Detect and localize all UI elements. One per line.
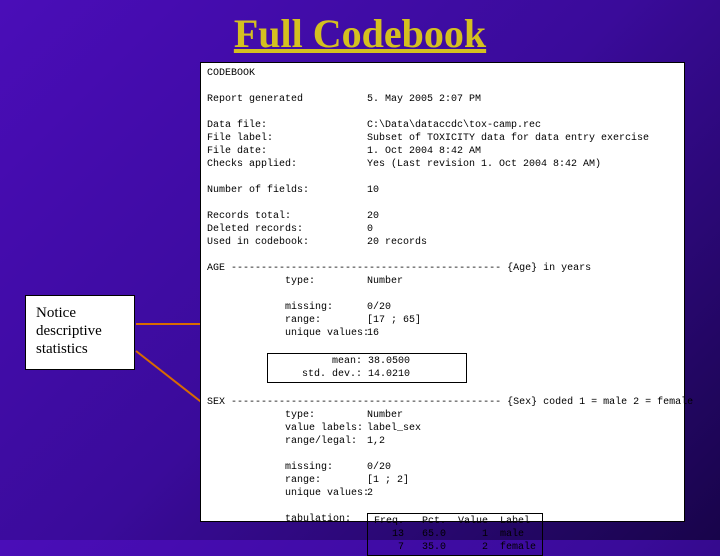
label: range/legal: <box>207 435 367 448</box>
sex-missing: missing:0/20 <box>207 461 678 474</box>
value: 20 records <box>367 236 427 249</box>
age-range: range:[17 ; 65] <box>207 314 678 327</box>
label: missing: <box>207 461 367 474</box>
label: value labels: <box>207 422 367 435</box>
label: File label: <box>207 132 367 145</box>
value: 5. May 2005 2:07 PM <box>367 93 481 106</box>
sex-unique: unique values:2 <box>207 487 678 500</box>
row-report-generated: Report generated 5. May 2005 2:07 PM <box>207 93 678 106</box>
age-mean: mean:38.0500 <box>272 355 462 368</box>
row-deleted-records: Deleted records:0 <box>207 223 678 236</box>
label: Checks applied: <box>207 158 367 171</box>
tab-row-2: 7 35.0 2 female <box>374 541 536 554</box>
callout-box: Notice descriptive statistics <box>25 295 135 370</box>
value: 2 <box>367 487 373 500</box>
codebook-panel: CODEBOOK Report generated 5. May 2005 2:… <box>200 62 685 522</box>
value: Subset of TOXICITY data for data entry e… <box>367 132 649 145</box>
section-desc: {Sex} coded 1 = male 2 = female <box>507 397 693 408</box>
value: 38.0500 <box>368 355 410 368</box>
label: type: <box>207 275 367 288</box>
row-records-total: Records total:20 <box>207 210 678 223</box>
tab-header: Freq. Pct. Value Label <box>374 515 536 528</box>
label: Number of fields: <box>207 184 367 197</box>
age-stats-box: mean:38.0500 std. dev.:14.0210 <box>267 353 467 383</box>
label: tabulation: <box>207 513 367 556</box>
label: range: <box>207 314 367 327</box>
sex-range-legal: range/legal:1,2 <box>207 435 678 448</box>
section-desc: {Age} in years <box>507 263 591 274</box>
section-name: AGE <box>207 263 225 274</box>
value: C:\Data\dataccdc\tox-camp.rec <box>367 119 541 132</box>
sex-value-labels: value labels:label_sex <box>207 422 678 435</box>
label: missing: <box>207 301 367 314</box>
value: 0/20 <box>367 301 391 314</box>
value: 1,2 <box>367 435 385 448</box>
callout-text: Notice descriptive statistics <box>36 305 102 357</box>
value: label_sex <box>367 422 421 435</box>
sex-section-header: SEX ------------------------------------… <box>207 396 678 409</box>
value: 1. Oct 2004 8:42 AM <box>367 145 481 158</box>
label: File date: <box>207 145 367 158</box>
tab-row-1: 13 65.0 1 male <box>374 528 536 541</box>
label: type: <box>207 409 367 422</box>
label: std. dev.: <box>272 368 368 381</box>
sex-tabulation-box: Freq. Pct. Value Label 13 65.0 1 male 7 … <box>367 513 543 556</box>
label: Records total: <box>207 210 367 223</box>
divider: ----------------------------------------… <box>231 263 501 274</box>
label: range: <box>207 474 367 487</box>
value: Yes (Last revision 1. Oct 2004 8:42 AM) <box>367 158 601 171</box>
label: Data file: <box>207 119 367 132</box>
row-num-fields: Number of fields:10 <box>207 184 678 197</box>
label: Deleted records: <box>207 223 367 236</box>
section-name: SEX <box>207 397 225 408</box>
age-missing: missing:0/20 <box>207 301 678 314</box>
value: Number <box>367 409 403 422</box>
age-unique: unique values:16 <box>207 327 678 340</box>
value: 16 <box>367 327 379 340</box>
divider: ----------------------------------------… <box>231 397 501 408</box>
label: Used in codebook: <box>207 236 367 249</box>
codebook-header: CODEBOOK <box>207 67 678 80</box>
value: 0 <box>367 223 373 236</box>
value: [1 ; 2] <box>367 474 409 487</box>
label: mean: <box>272 355 368 368</box>
value: [17 ; 65] <box>367 314 421 327</box>
row-file-label: File label:Subset of TOXICITY data for d… <box>207 132 678 145</box>
value: 14.0210 <box>368 368 410 381</box>
value: 20 <box>367 210 379 223</box>
row-file-date: File date:1. Oct 2004 8:42 AM <box>207 145 678 158</box>
sex-range: range:[1 ; 2] <box>207 474 678 487</box>
row-checks-applied: Checks applied:Yes (Last revision 1. Oct… <box>207 158 678 171</box>
value: 10 <box>367 184 379 197</box>
label: unique values: <box>207 327 367 340</box>
value: 0/20 <box>367 461 391 474</box>
row-used-in-codebook: Used in codebook:20 records <box>207 236 678 249</box>
sex-type: type:Number <box>207 409 678 422</box>
age-section-header: AGE ------------------------------------… <box>207 262 678 275</box>
label: Report generated <box>207 93 367 106</box>
slide-title: Full Codebook <box>234 10 486 57</box>
age-stddev: std. dev.:14.0210 <box>272 368 462 381</box>
age-type: type:Number <box>207 275 678 288</box>
value: Number <box>367 275 403 288</box>
label: unique values: <box>207 487 367 500</box>
sex-tabulation-row: tabulation: Freq. Pct. Value Label 13 65… <box>207 513 678 556</box>
row-data-file: Data file:C:\Data\dataccdc\tox-camp.rec <box>207 119 678 132</box>
